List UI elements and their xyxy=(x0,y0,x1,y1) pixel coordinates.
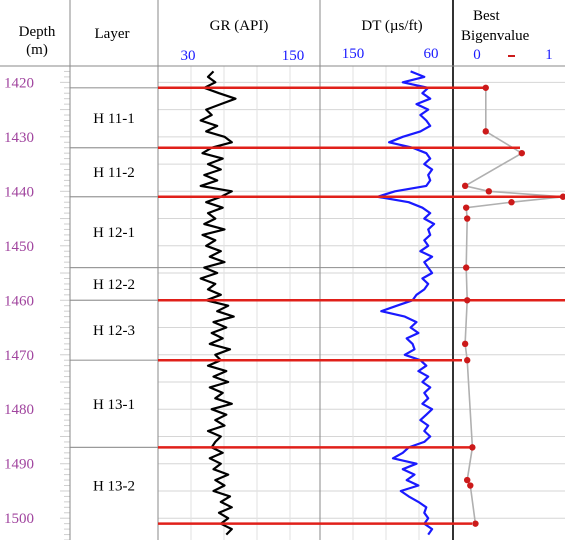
dt-tick-min: 60 xyxy=(424,46,439,62)
layer-label: H 12-1 xyxy=(93,225,135,241)
depth-label: 1430 xyxy=(4,130,34,146)
gr-tick-min: 30 xyxy=(181,48,196,64)
depth-label: 1440 xyxy=(4,184,34,200)
depth-unit: (m) xyxy=(26,42,48,58)
bigenvalue-point xyxy=(464,476,471,484)
depth-label: 1500 xyxy=(4,511,34,527)
bigenvalue-point xyxy=(467,482,474,489)
bigenvalue-point xyxy=(559,193,565,200)
dt-header: DT (µs/ft) xyxy=(361,18,422,34)
depth-label: 1490 xyxy=(4,457,34,473)
be-header-1: Best xyxy=(473,8,501,24)
bigenvalue-point xyxy=(462,204,470,211)
bigenvalue-point xyxy=(464,357,471,364)
layer-header: Layer xyxy=(95,26,130,42)
bigenvalue-point xyxy=(482,84,489,91)
bigenvalue-point xyxy=(472,520,479,527)
bigenvalue-point xyxy=(482,128,489,135)
depth-label: 1450 xyxy=(4,239,34,255)
depth-label: 1470 xyxy=(4,348,34,364)
layer-label: H 12-3 xyxy=(93,323,135,339)
depth-label: 1480 xyxy=(4,402,34,418)
depth-label: 1460 xyxy=(4,293,34,309)
gr-header: GR (API) xyxy=(210,18,269,34)
bigenvalue-point xyxy=(464,215,471,222)
bigenvalue-point xyxy=(469,444,476,451)
gr-curve xyxy=(199,70,237,536)
layer-label: H 13-2 xyxy=(93,479,135,495)
be-tick-max: 1 xyxy=(545,47,553,63)
dt-tick-max: 150 xyxy=(342,46,365,62)
bigenvalue-point xyxy=(518,149,525,157)
depth-label: 1420 xyxy=(4,75,34,91)
bigenvalue-curve xyxy=(462,87,564,524)
layer-label: H 13-1 xyxy=(93,397,135,413)
bigenvalue-point xyxy=(462,264,470,271)
bigenvalue-point xyxy=(508,199,515,206)
bigenvalue-point xyxy=(461,182,469,190)
bigenvalue-point xyxy=(485,188,493,195)
layer-label: H 12-2 xyxy=(93,277,135,293)
bigenvalue-point xyxy=(464,297,471,304)
gr-tick-max: 150 xyxy=(282,48,305,64)
layer-label: H 11-1 xyxy=(93,111,135,127)
be-tick-min: 0 xyxy=(473,47,481,63)
depth-header: Depth xyxy=(19,24,56,40)
layer-label: H 11-2 xyxy=(93,165,135,181)
be-header-2: Bigenvalue xyxy=(461,28,530,44)
bigenvalue-point xyxy=(461,340,469,348)
